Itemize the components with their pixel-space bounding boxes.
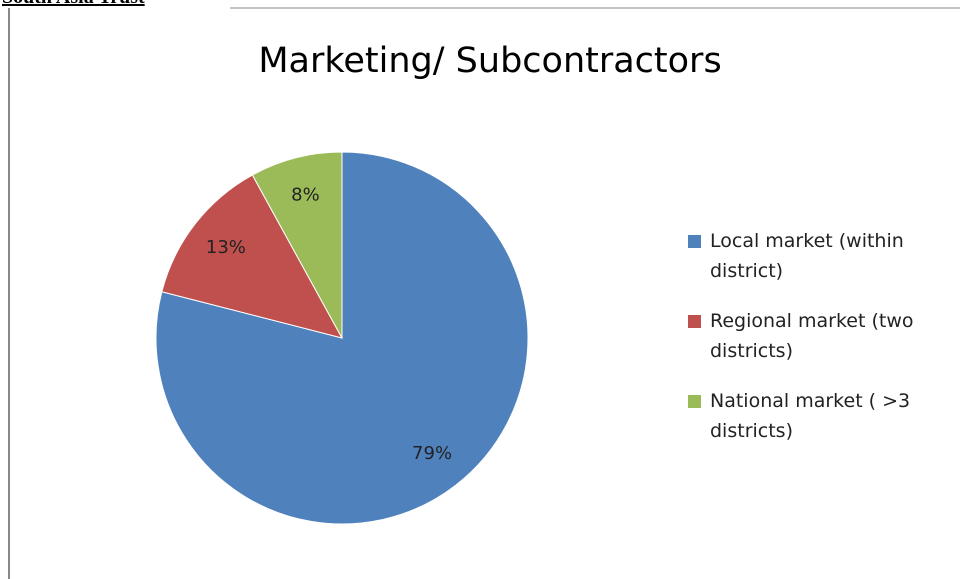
- legend-swatch: [688, 395, 701, 408]
- pie-slice: [251, 151, 343, 339]
- legend-swatch: [688, 235, 701, 248]
- pie-slice: [161, 174, 343, 339]
- legend-label: National market ( >3 districts): [710, 390, 911, 442]
- data-label: 8%: [291, 185, 320, 206]
- legend-swatch: [688, 315, 701, 328]
- data-label: 13%: [206, 237, 246, 258]
- legend-entry: National market ( >3 districts): [688, 386, 950, 446]
- legend-label: Local market (within district): [710, 230, 904, 282]
- data-label: 79%: [412, 443, 452, 464]
- legend-label: Regional market (two districts): [710, 310, 914, 362]
- legend-entry: Local market (within district): [688, 226, 950, 286]
- chart-title: Marketing/ Subcontractors: [258, 41, 721, 81]
- header-title: South Asia Trust: [2, 0, 145, 9]
- legend-entry: Regional market (two districts): [688, 306, 950, 366]
